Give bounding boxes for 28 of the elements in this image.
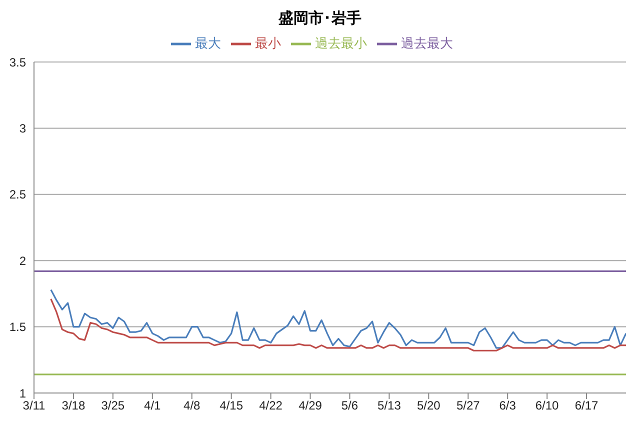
legend-label: 最大 [195, 35, 221, 50]
line-series [50, 298, 626, 352]
x-tick-label: 5/20 [416, 398, 441, 413]
x-tick-label: 4/29 [298, 398, 322, 413]
line-series [50, 288, 626, 349]
x-tick-label: 4/1 [144, 398, 162, 413]
y-tick-label: 2.5 [9, 188, 26, 202]
x-tick-label: 5/27 [456, 398, 480, 413]
y-tick-label: 3 [19, 121, 26, 136]
x-tick-label: 6/3 [499, 398, 516, 413]
x-tick-label: 3/25 [101, 398, 125, 413]
x-tick-label: 3/11 [22, 398, 46, 413]
y-tick-label: 3.5 [9, 55, 26, 70]
legend-label: 過去最大 [401, 35, 453, 50]
x-tick-label: 4/8 [184, 398, 201, 413]
legend-label: 最小 [255, 35, 281, 50]
x-tick-label: 4/15 [220, 398, 244, 413]
x-tick-label: 3/18 [62, 398, 86, 413]
x-tick-label: 6/17 [574, 398, 599, 413]
x-tick-label: 5/13 [378, 398, 402, 413]
legend-label: 過去最小 [315, 35, 367, 50]
y-tick-label: 1.5 [9, 320, 26, 334]
x-tick-label: 5/6 [341, 398, 358, 413]
x-tick-label: 4/22 [259, 398, 283, 413]
chart-title: 盛岡市･岩手 [277, 9, 362, 29]
x-tick-label: 6/10 [535, 398, 560, 413]
y-tick-label: 2 [19, 254, 26, 268]
y-tick-label: 1 [19, 386, 26, 400]
